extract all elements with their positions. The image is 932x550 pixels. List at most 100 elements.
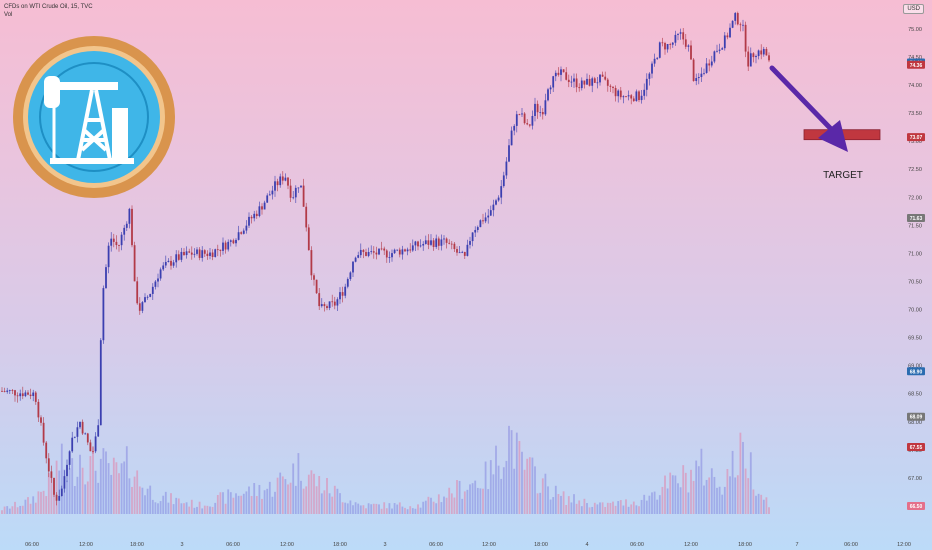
candle-body	[14, 390, 16, 396]
candle-body	[648, 73, 651, 79]
candle-body	[606, 79, 609, 86]
volume-bar	[664, 475, 666, 514]
volume-bar	[365, 508, 367, 514]
volume-bar	[684, 472, 687, 514]
candle-body	[622, 96, 625, 98]
candle-body	[193, 253, 196, 255]
candle-body	[760, 50, 763, 55]
volume-bar	[489, 460, 492, 514]
oil-pump-logo	[13, 36, 175, 198]
price-badge	[907, 443, 925, 452]
volume-bar	[549, 499, 552, 514]
candle-body	[318, 293, 321, 307]
volume-bar	[718, 486, 721, 514]
volume-bar	[201, 508, 204, 514]
volume-bar	[427, 496, 430, 514]
candle-body	[385, 250, 388, 258]
volume-bar	[287, 484, 289, 514]
candle-body	[105, 267, 107, 289]
candle-body	[323, 304, 326, 307]
volume-bar	[679, 487, 682, 514]
volume-bar	[37, 491, 40, 514]
volume-bar	[19, 505, 22, 514]
volume-bar	[599, 502, 601, 514]
volume-bar	[349, 500, 352, 514]
candle-body	[632, 98, 635, 102]
price-badge	[907, 367, 925, 376]
candle-body	[21, 393, 24, 397]
volume-bar	[391, 508, 393, 514]
volume-bar	[430, 497, 432, 514]
volume-bar	[450, 493, 453, 514]
volume-bar	[300, 480, 302, 514]
y-tick-label: 75.00	[908, 27, 922, 33]
volume-bar	[276, 477, 279, 514]
volume-bar	[463, 491, 466, 514]
volume-bar	[539, 492, 542, 514]
x-tick-label: 06:00	[429, 542, 443, 548]
candle-body	[245, 225, 248, 231]
volume-bar	[167, 502, 170, 514]
candle-body	[723, 35, 726, 49]
volume-bar	[274, 491, 276, 514]
volume-bar	[261, 498, 263, 514]
volume-bar	[40, 491, 42, 514]
volume-bar	[721, 494, 724, 514]
candle-body	[471, 232, 474, 242]
volume-bar	[170, 493, 172, 514]
volume-bar	[432, 501, 435, 514]
volume-bar	[606, 502, 609, 514]
volume-bar	[284, 479, 287, 514]
volume-bar	[141, 487, 144, 514]
volume-bar	[469, 484, 471, 514]
volume-bar	[424, 500, 427, 514]
candle-body	[32, 392, 35, 397]
volume-bar	[73, 486, 76, 514]
candle-body	[8, 390, 11, 391]
volume-bar	[125, 446, 128, 514]
candle-body	[666, 44, 669, 50]
candle-body	[261, 206, 263, 210]
candle-body	[523, 113, 526, 124]
candle-body	[34, 392, 37, 402]
volume-bar	[112, 457, 115, 514]
candle-body	[450, 243, 453, 245]
volume-bar	[326, 477, 328, 514]
volume-bar	[749, 452, 752, 514]
volume-bar	[79, 454, 81, 514]
volume-bar	[661, 486, 664, 514]
candle-body	[372, 251, 375, 253]
candle-body	[705, 63, 708, 73]
volume-bar	[81, 467, 84, 514]
candle-body	[45, 442, 48, 459]
candle-body	[768, 55, 770, 61]
volume-bar	[144, 495, 146, 514]
candle-body	[268, 194, 271, 196]
candle-body	[383, 248, 386, 251]
candle-body	[175, 254, 178, 263]
volume-bar	[313, 473, 315, 514]
candle-body	[609, 85, 612, 87]
volume-bar	[497, 465, 500, 514]
volume-bar	[175, 497, 178, 514]
candle-body	[58, 496, 61, 501]
candle-body	[354, 257, 357, 262]
candle-body	[97, 425, 100, 437]
volume-bar	[570, 502, 573, 514]
volume-bar	[281, 476, 284, 514]
price-badge	[907, 133, 925, 142]
candle-body	[453, 243, 456, 250]
volume-bar	[700, 448, 703, 514]
volume-bar	[352, 505, 354, 514]
y-tick-label: 70.00	[908, 308, 922, 314]
candle-body	[201, 250, 204, 258]
candle-body	[209, 252, 211, 256]
volume-bar	[328, 493, 331, 514]
candle-body	[177, 254, 180, 260]
volume-bar	[92, 447, 94, 514]
volume-bar	[53, 480, 55, 514]
candle-body	[466, 244, 469, 256]
volume-bar	[336, 488, 339, 514]
volume-bar	[729, 476, 731, 514]
currency-badge[interactable]: USD	[903, 4, 924, 14]
